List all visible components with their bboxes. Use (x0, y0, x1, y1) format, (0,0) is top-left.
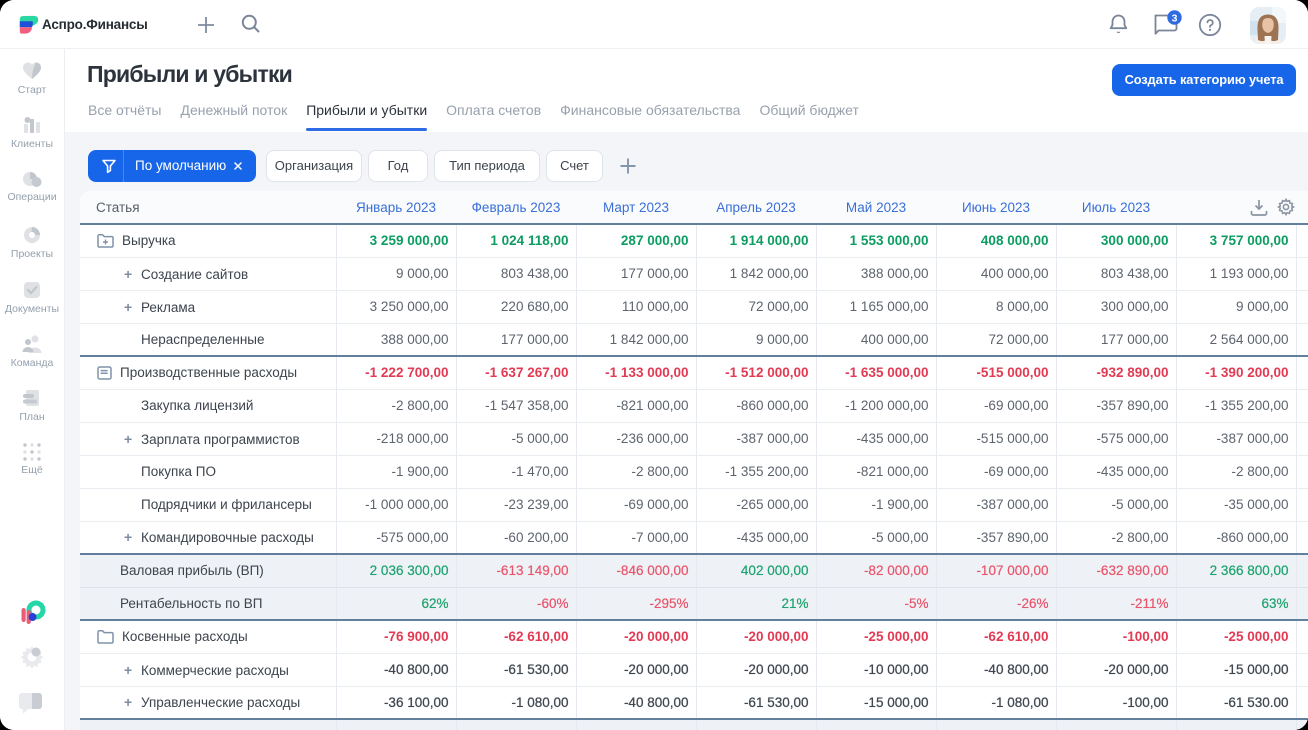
svg-text:3: 3 (1172, 12, 1178, 24)
